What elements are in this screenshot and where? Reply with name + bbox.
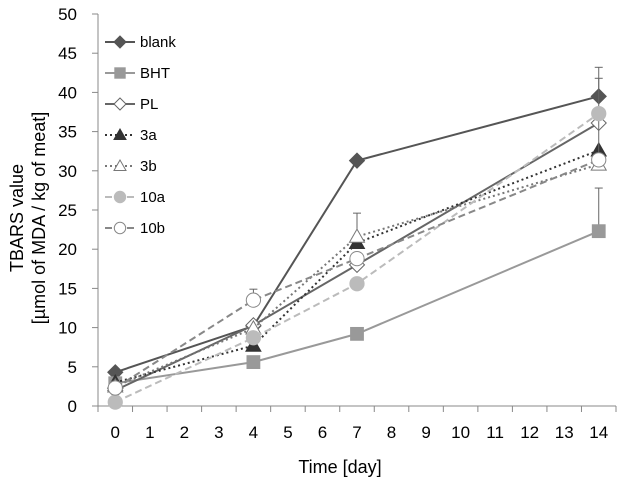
legend-item-blank: blank [105, 34, 176, 51]
data-point-10a [245, 330, 262, 346]
y-tick-label: 45 [58, 44, 77, 63]
x-tick-label: 1 [145, 423, 154, 442]
x-tick-label: 5 [283, 423, 292, 442]
x-tick-label: 2 [180, 423, 189, 442]
y-tick-labels: 0 5 10 15 20 25 30 35 40 45 50 [58, 5, 77, 416]
legend-swatch-marker [113, 97, 127, 111]
y-tick-label: 0 [68, 397, 77, 416]
y-axis-title-line-2: [µmol of MDA / kg of meat] [29, 112, 49, 324]
data-point-10a [349, 276, 365, 292]
data-point-BHT [591, 224, 606, 239]
y-tick-label: 15 [58, 279, 77, 298]
legend-label: BHT [140, 65, 170, 82]
y-tick-label: 30 [58, 162, 77, 181]
legend-label: 10a [140, 189, 166, 206]
x-tick-label: 8 [387, 423, 396, 442]
legend-swatch-marker [113, 127, 127, 140]
series-10a [107, 105, 607, 410]
series-line-blank [114, 95, 599, 374]
data-point-blank [348, 152, 366, 169]
legend: blank BHT PL 3a 3b 10a 10b [100, 30, 196, 258]
series-10b [107, 152, 607, 396]
legend-label: blank [140, 34, 176, 51]
series-line-10b [114, 158, 600, 389]
data-point-10b [349, 250, 365, 267]
data-point-3b [348, 228, 366, 243]
legend-label: 10b [140, 220, 165, 237]
legend-label: 3b [140, 158, 157, 175]
y-tick-label: 20 [58, 240, 77, 259]
x-tick-label: 13 [555, 423, 574, 442]
series-line-10a [114, 112, 600, 403]
legend-item-PL: PL [105, 96, 158, 113]
y-tick-label: 5 [68, 358, 77, 377]
y-tick-label: 40 [58, 83, 77, 102]
series-line-BHT [115, 230, 600, 385]
y-tick-label: 10 [58, 319, 77, 338]
legend-item-10b: 10b [105, 220, 165, 237]
legend-label: 3a [140, 127, 157, 144]
legend-swatch-marker [113, 190, 127, 204]
x-tick-label: 9 [421, 423, 430, 442]
x-tick-label: 0 [111, 423, 120, 442]
data-point-BHT [246, 355, 261, 369]
series-layer [106, 66, 608, 410]
legend-swatch-marker [113, 158, 127, 171]
data-point-10b [591, 152, 607, 168]
legend-item-10a: 10a [105, 189, 166, 206]
legend-item-3a: 3a [105, 127, 157, 144]
y-tick-label: 25 [58, 201, 77, 220]
data-point-10a [107, 394, 123, 410]
x-tick-label: 4 [249, 423, 258, 442]
axes [92, 13, 617, 412]
x-tick-labels: 0 1 2 3 4 5 6 7 8 9 10 11 12 13 14 [111, 423, 609, 442]
x-tick-label: 11 [486, 423, 504, 442]
y-tick-label: 35 [58, 123, 77, 142]
y-axis-title-line-1: TBARS value [7, 164, 27, 272]
data-point-BHT [350, 326, 364, 341]
x-tick-label: 10 [451, 423, 470, 442]
y-tick-label: 50 [58, 5, 77, 24]
legend-swatch-marker [113, 221, 127, 235]
x-tick-label: 7 [352, 423, 361, 442]
x-tick-label: 3 [214, 423, 223, 442]
data-point-10b [107, 380, 123, 396]
legend-swatch-marker [113, 35, 127, 49]
data-point-10a [591, 105, 607, 122]
legend-item-BHT: BHT [105, 65, 170, 82]
legend-item-3b: 3b [105, 158, 157, 175]
legend-label: PL [140, 96, 158, 113]
x-tick-label: 14 [589, 423, 608, 442]
legend-swatch-marker [114, 67, 126, 79]
x-axis-title: Time [day] [298, 457, 381, 477]
x-tick-label: 12 [520, 423, 539, 442]
series-line-3a [115, 149, 600, 384]
data-point-10b [245, 292, 262, 308]
x-tick-label: 6 [318, 423, 327, 442]
